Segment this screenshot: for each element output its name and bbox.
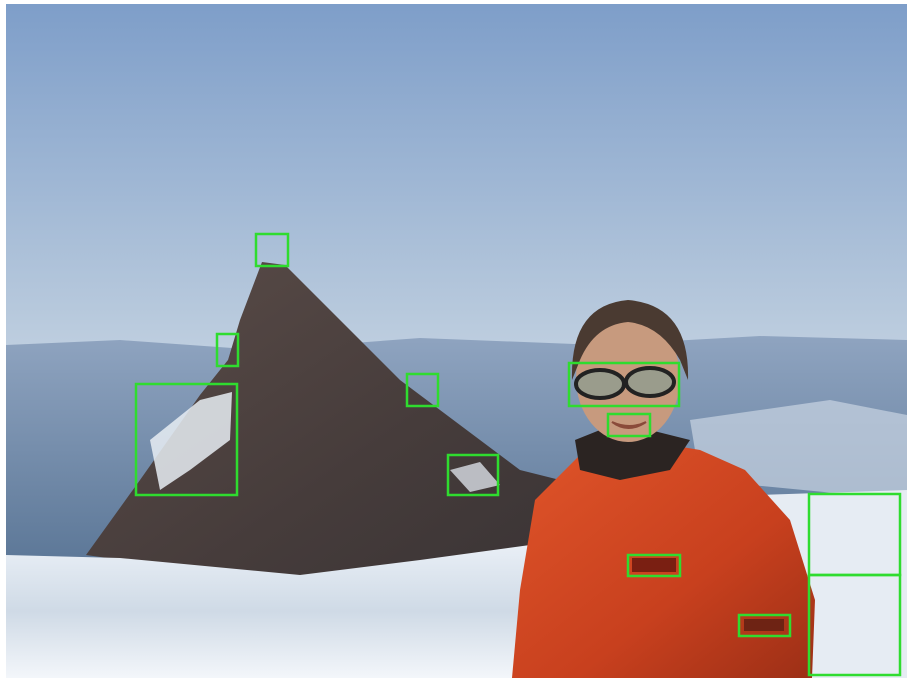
- photo: [0, 0, 907, 678]
- badge: [744, 619, 784, 631]
- sunglasses: [626, 368, 674, 396]
- sunglasses: [576, 370, 624, 398]
- page: [0, 0, 907, 678]
- badge: [632, 558, 676, 572]
